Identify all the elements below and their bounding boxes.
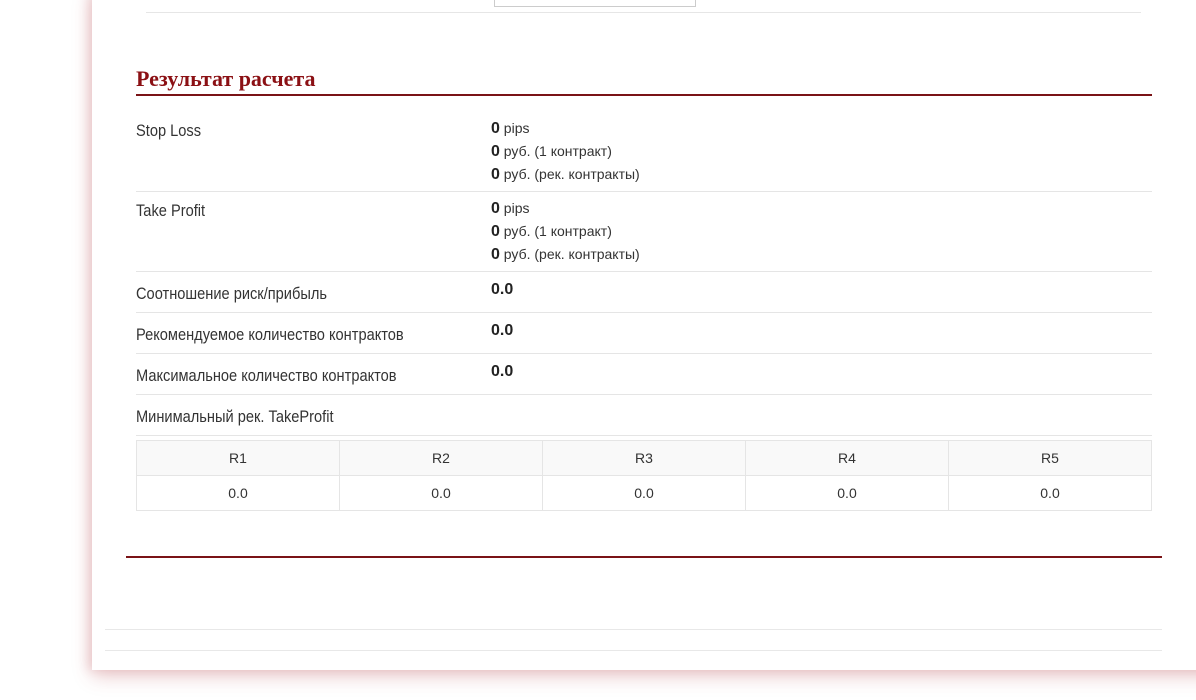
unit: руб. (рек. контракты)	[503, 166, 640, 182]
page-container	[92, 0, 1196, 670]
table-header: R4	[745, 440, 949, 476]
table-header: R2	[339, 440, 543, 476]
results-list: Stop Loss 0 pips 0 руб. (1 контракт) 0 р…	[136, 112, 1152, 436]
result-row-ratio: Соотношение риск/прибыль 0.0	[136, 272, 1152, 313]
section-title: Результат расчета	[136, 66, 316, 91]
unit: руб. (1 контракт)	[503, 143, 612, 159]
table-cell: 0.0	[948, 475, 1152, 511]
sl-rubrec-value: 0	[491, 166, 500, 183]
footer-divider	[105, 629, 1162, 630]
row-value: 0 pips 0 руб. (1 контракт) 0 руб. (рек. …	[491, 112, 640, 191]
tp-pips-value: 0	[491, 200, 500, 217]
result-row-recommended: Рекомендуемое количество контрактов 0.0	[136, 313, 1152, 354]
table-cell: 0.0	[136, 475, 340, 511]
input-field[interactable]	[494, 0, 696, 7]
table-row: 0.0 0.0 0.0 0.0 0.0	[136, 475, 1152, 511]
unit: руб. (1 контракт)	[503, 223, 612, 239]
table-header: R1	[136, 440, 340, 476]
unit: pips	[503, 120, 530, 136]
row-label: Минимальный рек. TakeProfit	[136, 407, 334, 426]
table-header-row: R1 R2 R3 R4 R5	[136, 440, 1152, 476]
maximum-value: 0.0	[491, 363, 514, 380]
row-label: Максимальное количество контрактов	[136, 366, 397, 385]
result-row-min-tp: Минимальный рек. TakeProfit	[136, 395, 1152, 436]
unit: руб. (рек. контракты)	[503, 246, 640, 262]
table-header: R5	[948, 440, 1152, 476]
divider	[146, 12, 1141, 13]
sl-rub1-value: 0	[491, 143, 500, 160]
section-bottom-divider	[126, 556, 1162, 558]
title-underline	[136, 94, 1152, 96]
result-row-take-profit: Take Profit 0 pips 0 руб. (1 контракт) 0…	[136, 192, 1152, 272]
result-row-maximum: Максимальное количество контрактов 0.0	[136, 354, 1152, 395]
table-cell: 0.0	[339, 475, 543, 511]
row-value: 0 pips 0 руб. (1 контракт) 0 руб. (рек. …	[491, 192, 640, 271]
table-header: R3	[542, 440, 746, 476]
result-row-stop-loss: Stop Loss 0 pips 0 руб. (1 контракт) 0 р…	[136, 112, 1152, 192]
tp-rubrec-value: 0	[491, 246, 500, 263]
recommended-value: 0.0	[491, 322, 514, 339]
r-table: R1 R2 R3 R4 R5 0.0 0.0 0.0 0.0 0.0	[136, 440, 1152, 511]
row-label: Take Profit	[136, 201, 206, 220]
table-cell: 0.0	[542, 475, 746, 511]
ratio-value: 0.0	[491, 281, 514, 298]
unit: pips	[503, 200, 530, 216]
tp-rub1-value: 0	[491, 223, 500, 240]
row-label: Соотношение риск/прибыль	[136, 284, 328, 303]
sl-pips-value: 0	[491, 120, 500, 137]
row-label: Рекомендуемое количество контрактов	[136, 325, 404, 344]
row-label: Stop Loss	[136, 121, 202, 140]
footer-divider	[105, 650, 1162, 651]
table-cell: 0.0	[745, 475, 949, 511]
